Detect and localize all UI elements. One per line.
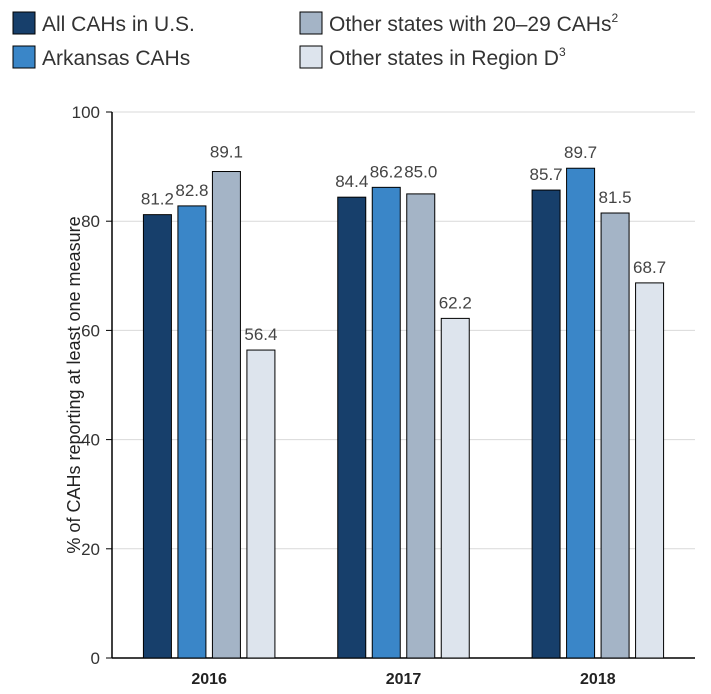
data-label-2017-1: 84.4 [335, 172, 368, 191]
bar-2017-4 [440, 317, 470, 659]
data-label-2016-4: 56.4 [244, 325, 277, 344]
bar-2016-1 [142, 214, 172, 659]
bar-2017-1 [337, 196, 367, 659]
legend-swatch-3 [299, 11, 323, 35]
labels: 81.2 82.889.1 56.4 2016 84.486.2 85.0 62.2 2017… [141, 143, 666, 688]
legend-swatch-2 [12, 45, 36, 69]
data-label-2018-2: 89.7 [564, 143, 597, 162]
y-tick-label-80: 80 [81, 212, 100, 231]
y-tick-label-0: 0 [91, 649, 100, 668]
data-label-2018-3: 81.5 [599, 188, 632, 207]
bar-2018-4 [635, 282, 665, 659]
legend-label-2: Arkansas CAHs [42, 47, 190, 70]
y-tick-label-60: 60 [81, 321, 100, 340]
legend-label-4: Other states in Region D3 [329, 45, 566, 70]
legend-swatch-1 [12, 11, 36, 35]
bar-2017-2 [371, 186, 401, 659]
bar-2016-3 [211, 171, 241, 659]
bar-2016-4 [246, 349, 276, 659]
data-label-2018-4: 68.7 [633, 258, 666, 277]
legend-swatch-4 [299, 45, 323, 69]
data-label-2016-3: 89.1 [210, 143, 243, 162]
legend-label-3: Other states with 20–29 CAHs2 [329, 11, 618, 36]
y-tick-label-20: 20 [81, 540, 100, 559]
x-tick-label-2018: 2018 [580, 671, 616, 688]
legend-footnote-3: 2 [611, 11, 618, 25]
data-label-2017-3: 85.0 [404, 162, 437, 181]
y-axis-title: % of CAHs reporting at least one measure [64, 216, 84, 553]
legend: All CAHs in U.S. Arkansas CAHs Other state… [12, 11, 618, 70]
data-label-2018-1: 85.7 [530, 165, 563, 184]
legend-footnote-4: 3 [559, 45, 566, 59]
y-tick-label-100: 100 [72, 103, 100, 122]
bar-2018-1 [531, 189, 561, 659]
gridlines [112, 111, 695, 550]
data-label-2016-2: 82.8 [175, 181, 208, 200]
x-tick-label-2017: 2017 [386, 671, 422, 688]
axes: 0 20 40 60 80 100 [72, 103, 695, 668]
data-label-2017-2: 86.2 [370, 162, 403, 181]
bar-2018-3 [600, 212, 630, 659]
bar-2018-2 [566, 167, 596, 659]
legend-label-1: All CAHs in U.S. [42, 13, 195, 36]
bar-2016-2 [177, 205, 207, 659]
x-tick-label-2016: 2016 [191, 671, 227, 688]
y-tick-label-40: 40 [81, 431, 100, 450]
bar-2017-3 [406, 193, 436, 659]
data-label-2016-1: 81.2 [141, 190, 174, 209]
data-label-2017-4: 62.2 [439, 293, 472, 312]
bars [142, 167, 665, 659]
